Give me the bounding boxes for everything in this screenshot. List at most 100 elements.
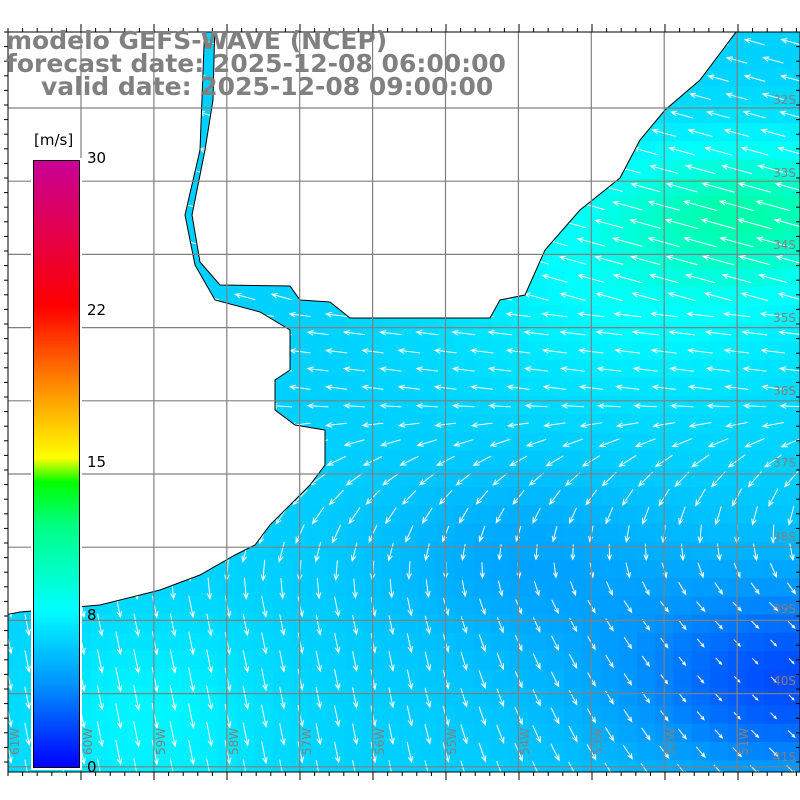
wind-arrow [261, 596, 268, 618]
wind-arrow [750, 582, 760, 595]
wind-speed-cell [8, 651, 19, 670]
wind-arrow [24, 722, 31, 746]
wind-speed-cell [455, 723, 474, 743]
wind-speed-cell [546, 341, 565, 361]
wind-arrow [568, 761, 575, 772]
wind-speed-cell [746, 287, 765, 306]
wind-speed-cell [691, 268, 711, 288]
wind-arrow [669, 403, 694, 409]
wind-arrow [612, 237, 643, 247]
wind-speed-cell [637, 560, 656, 579]
wind-speed-cell [455, 760, 474, 772]
wind-speed-cell [455, 778, 474, 797]
wind-speed-cell [109, 687, 128, 706]
wind-speed-cell [382, 651, 401, 670]
wind-speed-cell [291, 760, 310, 772]
wind-speed-cell [400, 578, 419, 597]
wind-speed-cell [327, 614, 347, 634]
wind-speed-cell [345, 651, 365, 670]
wind-speed-cell [382, 359, 401, 379]
wind-arrow [496, 760, 502, 772]
wind-speed-cell [764, 359, 783, 379]
wind-arrow [406, 705, 414, 727]
wind-speed-cell [709, 305, 729, 324]
wind-speed-cell [91, 705, 110, 725]
wind-speed-cell [764, 596, 783, 615]
frame-ticks [4, 24, 800, 780]
wind-arrow [460, 652, 468, 672]
wind-speed-cell [309, 341, 328, 361]
wind-arrow [568, 725, 578, 743]
wind-arrow [242, 649, 250, 674]
lat-label: 39S [773, 602, 796, 616]
wind-speed-cell [764, 414, 783, 433]
wind-speed-cell [163, 760, 183, 772]
wind-speed-cell [309, 596, 328, 615]
wind-arrow [768, 601, 779, 612]
wind-speed-cell [673, 268, 692, 288]
lat-label: 41S [773, 750, 796, 764]
wind-speed-cell [364, 341, 383, 361]
wind-arrow [696, 638, 705, 648]
wind-arrow [780, 438, 800, 448]
wind-speed-cell [746, 305, 765, 324]
wind-arrow [614, 347, 641, 354]
wind-speed-cell [600, 32, 620, 33]
wind-speed-cell [491, 687, 510, 706]
wind-arrow [759, 311, 787, 318]
wind-speed-cell [18, 614, 37, 634]
wind-speed-cell [564, 687, 583, 706]
wind-speed-cell [309, 742, 328, 761]
wind-speed-cell [528, 778, 547, 797]
wind-speed-cell [782, 105, 800, 124]
wind-arrow [279, 650, 286, 673]
wind-arrow [665, 255, 698, 266]
wind-speed-cell [254, 614, 274, 634]
wind-speed-cell [782, 68, 800, 88]
wind-arrow [78, 703, 86, 729]
wind-arrow [496, 688, 505, 708]
wind-speed-cell [764, 687, 783, 706]
wind-arrow [528, 472, 544, 486]
wind-speed-cell [127, 687, 146, 706]
wind-arrow [751, 657, 759, 665]
wind-speed-cell [782, 450, 800, 470]
wind-speed-cell [364, 760, 383, 772]
wind-arrow [622, 744, 633, 760]
wind-speed-cell [600, 596, 620, 615]
wind-speed-cell [564, 359, 583, 379]
wind-speed-cell [618, 669, 638, 688]
wind-speed-cell [618, 287, 638, 306]
wind-speed-cell [18, 760, 37, 772]
wind-speed-cell [564, 632, 583, 652]
lon-label: 61W [8, 727, 22, 755]
wind-speed-cell [673, 105, 692, 124]
wind-arrow [525, 438, 547, 447]
wind-arrow [96, 721, 104, 748]
wind-speed-cell [473, 632, 492, 652]
wind-speed-cell [691, 541, 711, 561]
wind-arrow [682, 200, 718, 212]
wind-speed-cell [709, 687, 729, 706]
wind-arrow [169, 649, 177, 674]
wind-speed-cell [618, 177, 638, 197]
wind-speed-cell [764, 432, 783, 452]
wind-arrow [495, 507, 505, 524]
wind-speed-cell [764, 305, 783, 324]
wind-speed-cell [109, 723, 128, 743]
wind-speed-cell [473, 742, 492, 761]
wind-speed-cell [145, 651, 165, 670]
wind-speed-cell [709, 159, 729, 179]
wind-arrow [550, 743, 560, 762]
wind-speed-cell [8, 614, 19, 634]
wind-arrow [596, 366, 622, 372]
wind-speed-cell [673, 541, 692, 561]
wind-speed-cell [600, 723, 620, 743]
wind-speed-cell [746, 141, 765, 160]
wind-arrow [741, 329, 768, 336]
wind-arrow [315, 687, 322, 709]
wind-speed-cell [18, 705, 37, 725]
wind-arrow [423, 543, 430, 562]
wind-speed-cell [273, 305, 292, 324]
wind-speed-cell [455, 651, 474, 670]
